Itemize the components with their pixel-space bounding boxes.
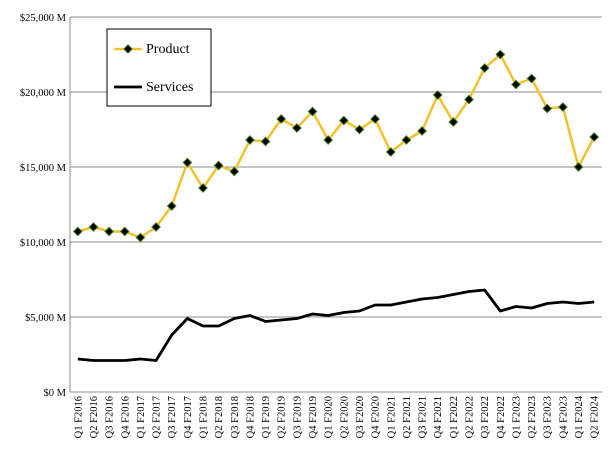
y-tick-label: $15,000 M [20,163,67,174]
y-tick-label: $25,000 M [20,13,67,24]
x-tick-label: Q4 F2021 [433,396,444,438]
x-tick-label: Q3 F2021 [418,396,429,438]
data-point-product [542,103,553,114]
x-tick-label: Q2 F2020 [339,396,350,438]
data-point-product [573,162,584,172]
x-tick-label: Q4 F2016 [120,396,131,438]
x-tick-label: Q2 F2023 [527,396,538,438]
x-tick-label: Q3 F2023 [543,396,554,438]
data-point-product [104,226,115,237]
data-point-product [135,232,146,243]
data-point-product [354,124,365,135]
legend-box [106,28,212,107]
x-tick-label: Q3 F2017 [167,396,178,438]
data-point-product [182,157,193,168]
x-tick-label: Q2 F2019 [277,396,288,438]
data-point-product [495,49,506,60]
x-tick-label: Q1 F2020 [324,396,335,438]
y-tick-label: $0 M [44,388,67,399]
series-layer [72,49,600,362]
x-tick-label: Q3 F2018 [230,396,241,438]
data-point-product [166,201,177,211]
data-point-product [338,115,349,126]
data-point-product [260,136,271,147]
legend-label-services: Services [146,80,193,95]
data-point-product [448,117,459,127]
data-point-product [119,226,130,237]
x-tick-label: Q4 F2017 [183,396,194,438]
data-point-product [385,147,396,157]
y-tick-label: $20,000 M [20,88,67,99]
plot-area [69,17,602,393]
x-tick-label: Q3 F2016 [105,396,116,438]
legend-label-product: Product [146,42,190,57]
x-tick-label: Q2 F2017 [152,396,163,438]
x-tick-label: Q4 F2023 [558,396,569,438]
x-tick-label: Q4 F2020 [371,396,382,438]
x-tick-label: Q1 F2018 [199,396,210,438]
x-tick-label: Q2 F2021 [402,396,413,438]
series-line-services [77,288,595,362]
data-point-product [245,135,255,145]
legend-marker-product [123,44,133,54]
data-point-product [557,102,568,112]
x-tick-label: Q1 F2024 [574,395,585,438]
data-point-product [589,132,600,142]
x-tick-label: Q4 F2019 [308,396,319,438]
x-tick-label: Q4 F2022 [496,396,507,438]
x-tick-label: Q3 F2019 [292,396,303,438]
data-point-product [323,135,334,145]
y-tick-label: $5,000 M [25,313,67,324]
data-point-product [88,222,99,232]
data-point-product [213,160,224,171]
data-point-product [370,114,381,124]
x-tick-label: Q3 F2020 [355,396,366,438]
x-tick-label: Q2 F2016 [89,396,100,438]
x-axis-tick-labels: Q1 F2016 Q2 F2016 Q3 F2016 Q4 F2016 Q1 F2017… [73,395,600,438]
data-point-product [276,114,287,124]
data-point-product [417,126,427,136]
data-point-product [198,183,208,193]
data-point-product [72,226,83,237]
x-tick-label: Q1 F2021 [386,396,397,438]
x-tick-label: Q1 F2017 [136,396,147,438]
x-tick-label: Q1 F2023 [511,396,522,438]
data-point-product [432,90,443,100]
x-tick-label: Q1 F2022 [449,396,460,438]
data-point-product [511,79,521,90]
data-point-product [479,63,490,73]
x-tick-label: Q1 F2019 [261,396,272,438]
data-point-product [307,106,318,117]
y-tick-label: $10,000 M [20,238,67,249]
x-tick-label: Q4 F2018 [245,396,256,438]
y-axis-tick-labels: $0 M $5,000 M $10,000 M $15,000 M $20,000 M $… [20,13,67,399]
data-point-product [291,123,302,133]
x-tick-label: Q1 F2016 [73,396,84,438]
data-point-product [401,135,412,145]
series-line-product [77,53,596,239]
x-tick-label: Q2 F2024 [590,395,601,438]
data-point-product [464,94,474,105]
legend: Product Services [106,28,212,107]
data-point-product [229,166,240,177]
data-point-product [526,73,537,84]
data-point-product [151,222,161,232]
x-tick-label: Q3 F2022 [480,396,491,438]
x-tick-label: Q2 F2022 [465,396,476,438]
x-tick-label: Q2 F2018 [214,396,225,438]
